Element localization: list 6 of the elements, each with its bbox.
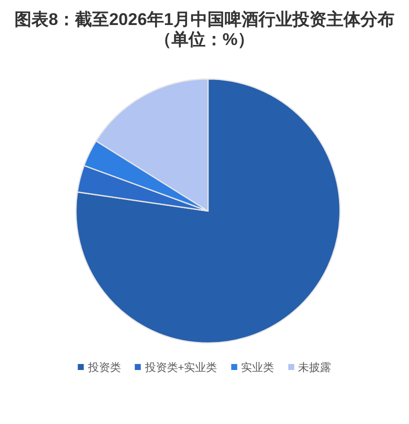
subtitle: （单位：%）: [154, 30, 255, 49]
legend-label: 未披露: [298, 362, 332, 374]
title: 图表8：截至2026年1月中国啤酒行业投资主体分布: [14, 10, 394, 29]
legend-label: 实业类: [241, 362, 274, 374]
legend-label: 投资类: [88, 362, 121, 374]
legend-label: 投资类+实业类: [144, 362, 218, 374]
